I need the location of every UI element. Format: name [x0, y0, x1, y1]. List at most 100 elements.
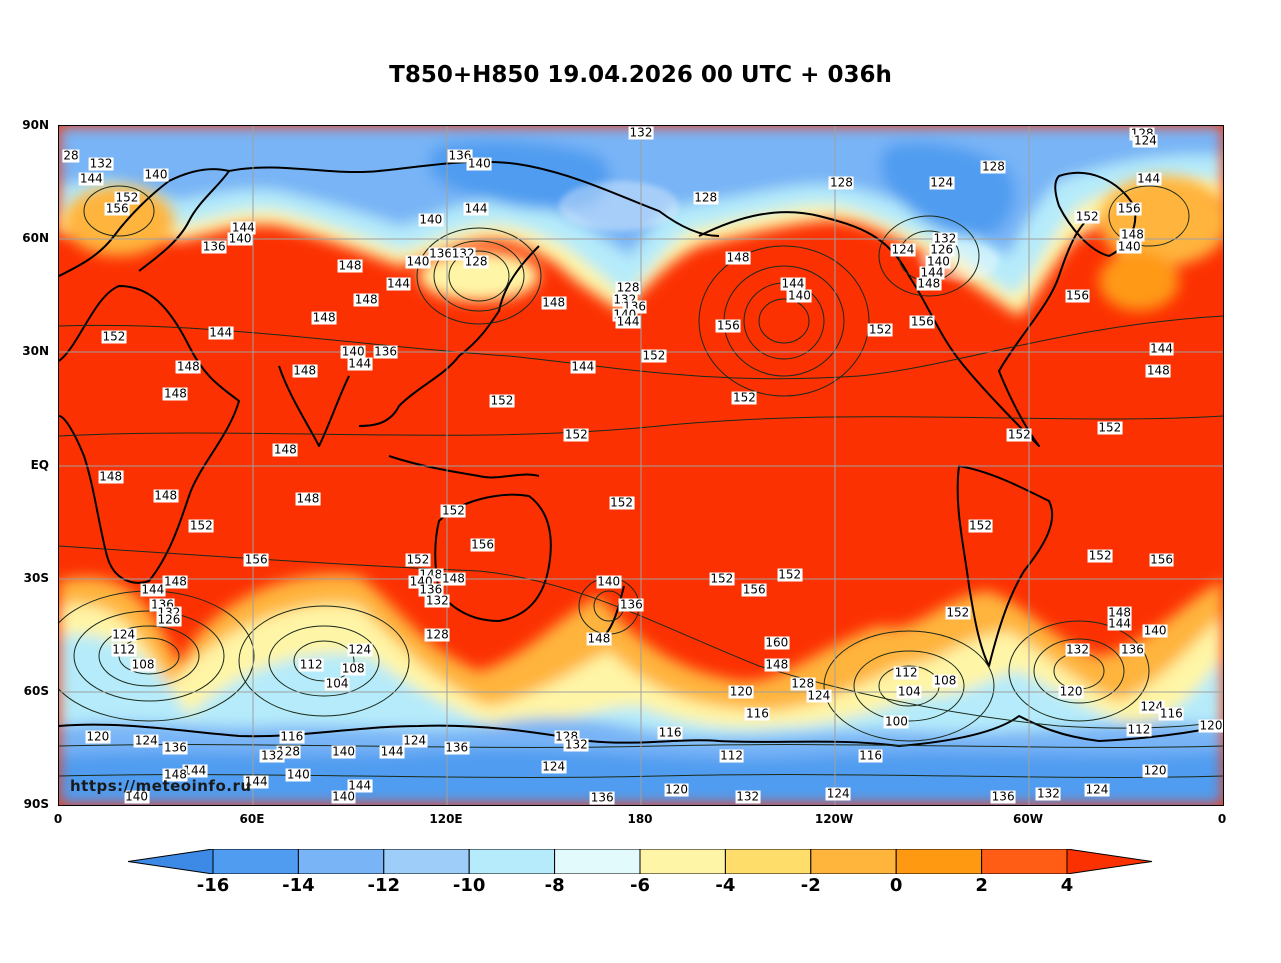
height-label: 148 — [311, 310, 337, 325]
height-label: 144 — [243, 774, 269, 789]
height-label: 136 — [1120, 642, 1145, 657]
height-label: 120 — [1058, 684, 1084, 699]
lat-label-eq: EQ — [30, 458, 49, 472]
lon-label-120e: 120E — [429, 812, 463, 826]
lon-label-0-east: 0 — [1217, 812, 1227, 826]
height-label: 148 — [441, 571, 466, 586]
height-label: 144 — [463, 201, 489, 216]
height-label: 140 — [786, 288, 812, 303]
height-label: 140 — [926, 254, 951, 269]
height-label: 156 — [1116, 201, 1142, 216]
height-label: 100 — [883, 714, 909, 729]
height-label: 136 — [418, 582, 444, 597]
height-label: 152 — [945, 605, 971, 620]
height-label: 132 — [259, 748, 285, 763]
height-label: 144 — [780, 276, 806, 291]
height-label: 136 — [447, 148, 473, 163]
graticule — [59, 126, 1223, 805]
height-label: 112 — [298, 657, 324, 672]
height-label: 140 — [227, 231, 253, 246]
height-label: 140 — [331, 789, 356, 804]
lon-label-60e: 60E — [239, 812, 265, 826]
height-label: 148 — [162, 386, 188, 401]
height-label: 112 — [1126, 722, 1152, 737]
height-label: 104 — [896, 684, 922, 699]
height-label: 112 — [111, 642, 137, 657]
height-label: 152 — [777, 567, 803, 582]
map-panel[interactable]: 132 128 124 28 132 144 140 152 156 136 140 144 140 12… — [58, 125, 1224, 806]
height-label: 152 — [1074, 209, 1100, 224]
height-label: 152 — [1097, 420, 1123, 435]
height-label: 120 — [1142, 763, 1168, 778]
height-label: 140 — [124, 789, 150, 804]
lon-label-0: 0 — [53, 812, 63, 826]
height-label: 126 — [929, 242, 955, 257]
lat-label-60n: 60N — [22, 231, 49, 245]
height-label: 140 — [285, 767, 311, 782]
colorbar-tick-label: -16 — [196, 875, 230, 896]
lat-label-30n: 30N — [22, 344, 49, 358]
lon-label-60w: 60W — [1013, 812, 1043, 826]
colorbar-cell — [468, 849, 556, 874]
height-label: 156 — [243, 552, 269, 567]
lon-label-180: 180 — [627, 812, 653, 826]
height-label: 144 — [1149, 341, 1175, 356]
chart-title: T850+H850 19.04.2026 00 UTC + 036h — [389, 62, 892, 88]
colorbar-cell — [724, 849, 812, 874]
colorbar-cell — [554, 849, 641, 874]
height-label: 156 — [715, 318, 741, 333]
height-label: 120 — [85, 729, 111, 744]
height-label: 124 — [1084, 782, 1110, 797]
height-label: 132 — [88, 156, 114, 171]
height-label: 124 — [133, 733, 159, 748]
height-label: 152 — [114, 190, 140, 205]
height-label: 148 — [153, 488, 179, 503]
height-label: 148 — [916, 276, 942, 291]
colorbar-tick-label: -2 — [800, 875, 821, 896]
height-label: 148 — [764, 657, 790, 672]
height-label: 136 — [444, 740, 470, 755]
height-label: 132 — [1035, 786, 1061, 801]
height-label: 148 — [1120, 227, 1145, 242]
height-label: 112 — [719, 748, 744, 763]
height-contours — [59, 185, 1223, 778]
height-label: 140 — [340, 344, 366, 359]
height-label: 152 — [489, 393, 515, 408]
height-label: 152 — [609, 495, 635, 510]
source-watermark[interactable]: https://meteoinfo.ru — [70, 777, 252, 795]
height-label: 140 — [596, 574, 622, 589]
height-label: 152 — [968, 518, 993, 533]
height-label: 152 — [188, 518, 214, 533]
height-label: 120 — [664, 782, 690, 797]
colorbar-max-arrow — [1066, 849, 1153, 874]
height-label: 156 — [741, 582, 767, 597]
height-label: 144 — [615, 314, 641, 329]
height-label: 136 — [201, 239, 227, 254]
height-label: 140 — [466, 156, 492, 171]
colorbar-tick-label: -12 — [367, 875, 401, 896]
height-label: 156 — [1149, 552, 1175, 567]
height-label: 124 — [347, 642, 373, 657]
height-label: 144 — [347, 778, 373, 793]
height-label: 128 — [463, 254, 489, 269]
height-label: 124 — [541, 759, 567, 774]
height-label: 132 — [735, 789, 761, 804]
height-label: 124 — [929, 175, 955, 190]
height-label: 140 — [405, 254, 431, 269]
height-label: 148 — [586, 631, 612, 646]
height-label: 124 — [890, 242, 916, 257]
height-label: 28 — [62, 148, 80, 163]
height-label: 152 — [867, 322, 893, 337]
colorbar-tick-label: -8 — [544, 875, 565, 896]
height-label: 152 — [1006, 427, 1032, 442]
height-label: 104 — [324, 676, 350, 691]
height-label: 120 — [1198, 718, 1223, 733]
height-label: 144 — [386, 276, 411, 291]
colorbar-min-arrow — [128, 849, 214, 874]
height-label: 132 — [563, 737, 589, 752]
height-label: 148 — [98, 469, 124, 484]
lon-label-120w: 120W — [814, 812, 854, 826]
height-label: 120 — [728, 684, 754, 699]
height-label: 152 — [101, 329, 127, 344]
height-label: 132 — [1065, 642, 1090, 657]
